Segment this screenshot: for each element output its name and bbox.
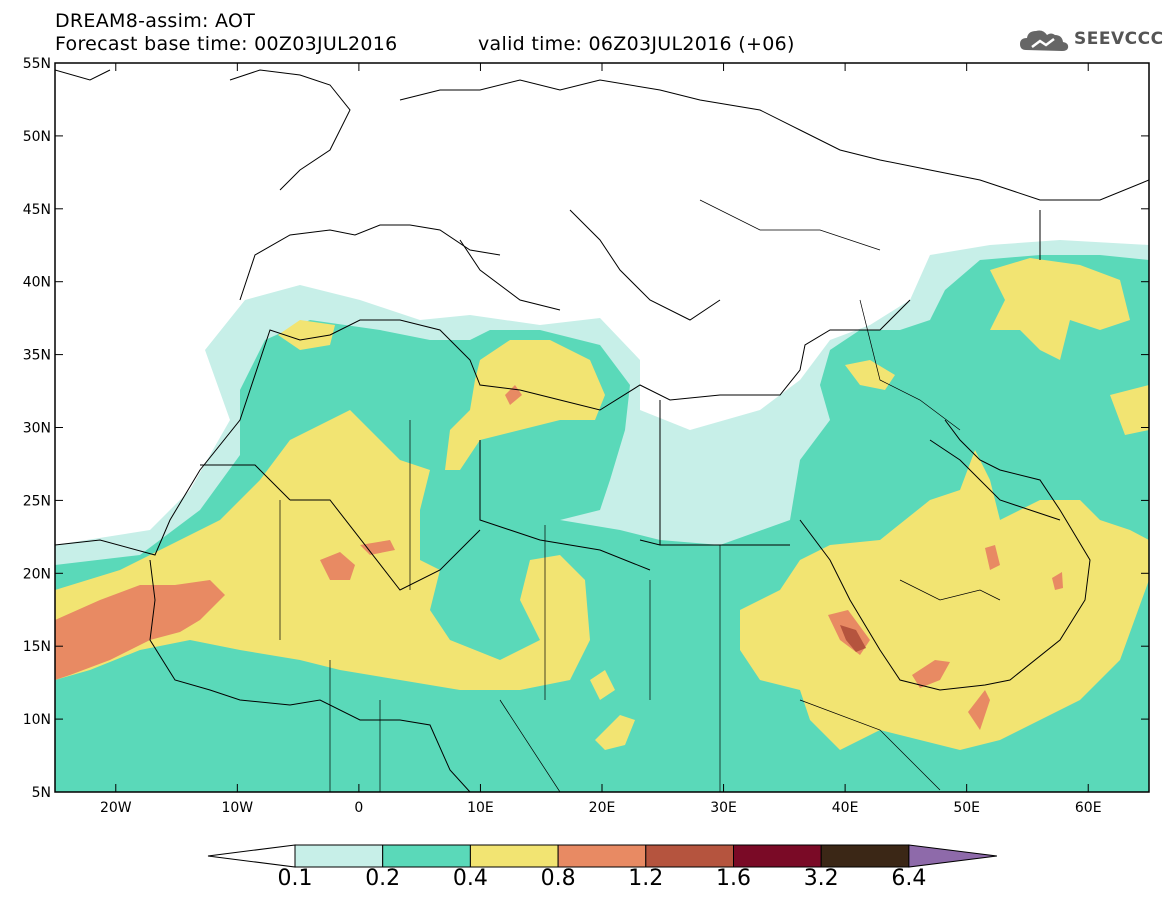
- x-tick-label: 0: [354, 800, 363, 816]
- x-tick-label: 20E: [589, 800, 616, 816]
- colorbar-segment: [557, 844, 647, 868]
- y-tick-label: 5N: [32, 785, 51, 801]
- colorbar-segment: [820, 844, 910, 868]
- x-tick-label: 10E: [467, 800, 494, 816]
- y-tick-label: 25N: [23, 493, 51, 509]
- colorbar-segment: [645, 844, 734, 868]
- y-tick-label: 40N: [23, 275, 51, 291]
- colorbar-label: 1.2: [628, 866, 664, 891]
- y-axis: 55N 50N 45N 40N 35N 30N 25N 20N 15N 10N 5N: [23, 56, 1149, 801]
- colorbar-label: 1.6: [716, 866, 751, 891]
- seevccc-logo: SEEVCCC: [1018, 26, 1163, 56]
- colorbar-label: 0.8: [540, 866, 576, 891]
- x-tick-label: 20W: [100, 800, 132, 816]
- colorbar-low-triangle: [207, 844, 296, 868]
- y-tick-label: 35N: [23, 348, 51, 364]
- colorbar-segment: [469, 844, 559, 868]
- colorbar-label: 0.1: [277, 866, 313, 891]
- y-tick-label: 20N: [23, 566, 51, 582]
- country-borders: [279, 199, 1001, 792]
- logo-text: SEEVCCC: [1074, 29, 1164, 49]
- colorbar-label: 3.2: [803, 866, 839, 891]
- colorbar-segment: [294, 844, 384, 868]
- x-tick-label: 40E: [832, 800, 859, 816]
- colorbar-label: 0.4: [452, 866, 488, 891]
- x-tick-label: 50E: [953, 800, 980, 816]
- x-axis: 20W 10W 0 10E 20E 30E 40E 50E 60E: [100, 63, 1102, 816]
- x-tick-label: 30E: [710, 800, 737, 816]
- colorbar-high-triangle: [908, 844, 997, 868]
- colorbar: [207, 844, 997, 868]
- colorbar-label: 6.4: [891, 866, 927, 891]
- y-tick-label: 30N: [23, 421, 51, 437]
- y-tick-label: 50N: [23, 129, 51, 145]
- aot-contour-1.2: [840, 625, 866, 652]
- y-tick-label: 15N: [23, 639, 51, 655]
- y-tick-label: 45N: [23, 202, 51, 218]
- colorbar-label: 0.2: [365, 866, 401, 891]
- valid-time: valid time: 06Z03JUL2016 (+06): [478, 33, 795, 55]
- colorbar-segment: [733, 844, 822, 868]
- colorbar-segment: [382, 844, 471, 868]
- x-tick-label: 10W: [221, 800, 253, 816]
- base-time: Forecast base time: 00Z03JUL2016: [55, 33, 398, 55]
- aot-field: [55, 63, 1149, 792]
- cloud-icon: [1020, 30, 1069, 51]
- x-tick-label: 60E: [1075, 800, 1102, 816]
- aot-contour-0.8: [55, 385, 1063, 730]
- y-tick-label: 10N: [23, 712, 51, 728]
- coastlines: [55, 69, 1149, 792]
- map-title: DREAM8-assim: AOT: [55, 10, 256, 32]
- y-tick-label: 55N: [23, 56, 51, 72]
